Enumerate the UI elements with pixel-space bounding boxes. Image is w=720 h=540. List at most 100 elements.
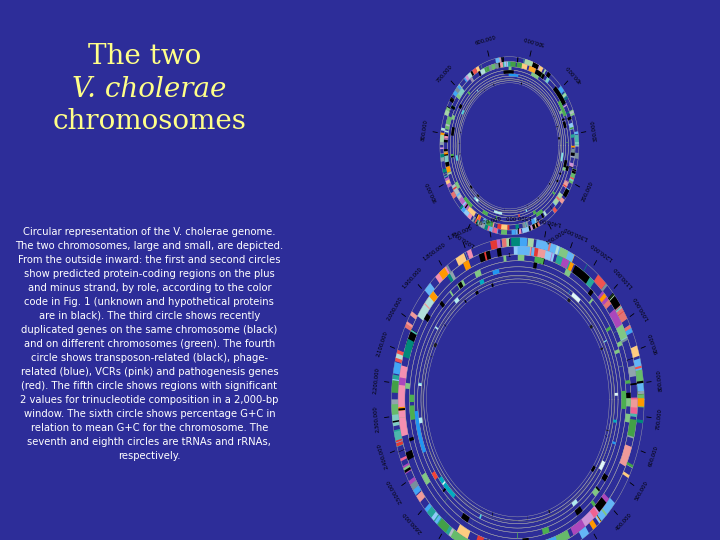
Polygon shape [637, 391, 644, 394]
Polygon shape [415, 411, 426, 453]
Polygon shape [494, 239, 501, 249]
Polygon shape [445, 130, 449, 133]
Text: 300,000: 300,000 [590, 119, 598, 141]
Polygon shape [442, 168, 447, 173]
Polygon shape [456, 155, 459, 161]
Polygon shape [499, 57, 500, 63]
Polygon shape [478, 71, 481, 76]
Polygon shape [613, 330, 617, 334]
Polygon shape [521, 83, 522, 85]
Polygon shape [440, 147, 444, 149]
Polygon shape [469, 71, 474, 77]
Polygon shape [440, 153, 445, 162]
Polygon shape [440, 134, 444, 143]
Polygon shape [518, 246, 530, 255]
Polygon shape [636, 419, 643, 423]
Polygon shape [396, 440, 402, 443]
Polygon shape [475, 66, 480, 72]
Polygon shape [534, 63, 540, 70]
Polygon shape [524, 59, 533, 66]
Text: are in black). The third circle shows recently: are in black). The third circle shows re… [39, 311, 260, 321]
Polygon shape [492, 227, 494, 232]
Polygon shape [588, 289, 593, 296]
Polygon shape [490, 221, 491, 226]
Polygon shape [636, 381, 644, 394]
Polygon shape [575, 153, 579, 159]
Text: 1,200,000: 1,200,000 [589, 242, 614, 262]
Text: Circular representation of the V. cholerae genome.: Circular representation of the V. choler… [23, 227, 276, 237]
Polygon shape [569, 123, 574, 130]
Polygon shape [631, 397, 637, 414]
Text: code in Fig. 1 (unknown and hypothetical proteins: code in Fig. 1 (unknown and hypothetical… [24, 297, 274, 307]
Polygon shape [603, 340, 607, 343]
Polygon shape [518, 255, 524, 261]
Polygon shape [477, 220, 485, 229]
Polygon shape [494, 63, 500, 69]
Polygon shape [608, 293, 621, 310]
Polygon shape [525, 222, 528, 227]
Polygon shape [477, 194, 480, 198]
Polygon shape [569, 165, 573, 168]
Polygon shape [469, 68, 477, 77]
Polygon shape [559, 247, 568, 259]
Polygon shape [497, 228, 498, 234]
Text: 2,000,000: 2,000,000 [386, 295, 403, 321]
Polygon shape [474, 219, 477, 224]
Polygon shape [590, 507, 598, 518]
Polygon shape [627, 430, 635, 438]
Polygon shape [448, 172, 451, 175]
Polygon shape [569, 168, 577, 184]
Text: 1,000,000: 1,000,000 [451, 228, 476, 247]
Polygon shape [518, 214, 520, 217]
Text: 1,300,000: 1,300,000 [562, 225, 589, 241]
Polygon shape [594, 274, 606, 289]
Polygon shape [503, 70, 514, 74]
Polygon shape [407, 321, 413, 326]
Polygon shape [508, 74, 518, 77]
Polygon shape [465, 75, 469, 81]
Polygon shape [445, 116, 451, 130]
Polygon shape [567, 116, 572, 120]
Polygon shape [455, 181, 460, 189]
Polygon shape [562, 92, 567, 99]
Polygon shape [467, 249, 474, 259]
Text: circle shows transposon-related (black), phage-: circle shows transposon-related (black),… [31, 353, 268, 363]
Polygon shape [525, 59, 540, 70]
Text: The two: The two [89, 43, 210, 70]
Polygon shape [453, 186, 457, 190]
Polygon shape [526, 247, 546, 259]
Polygon shape [503, 62, 510, 67]
Polygon shape [615, 321, 628, 343]
Polygon shape [618, 366, 623, 367]
Polygon shape [432, 471, 438, 480]
Polygon shape [543, 211, 547, 217]
Polygon shape [475, 291, 479, 295]
Polygon shape [579, 526, 589, 539]
Text: relation to mean G+C for the chromosome. The: relation to mean G+C for the chromosome.… [31, 423, 268, 434]
Polygon shape [456, 524, 470, 539]
Polygon shape [474, 269, 482, 278]
Polygon shape [392, 379, 399, 384]
Polygon shape [625, 414, 630, 423]
Polygon shape [590, 500, 596, 507]
Polygon shape [570, 134, 575, 138]
Polygon shape [405, 450, 414, 460]
Polygon shape [446, 179, 449, 181]
Polygon shape [531, 247, 535, 256]
Polygon shape [552, 207, 557, 213]
Polygon shape [557, 126, 558, 127]
Polygon shape [567, 102, 570, 104]
Polygon shape [459, 153, 461, 154]
Polygon shape [565, 166, 569, 171]
Text: and on different chromosomes (green). The fourth: and on different chromosomes (green). Th… [24, 339, 275, 349]
Text: 1,700,000: 1,700,000 [446, 225, 473, 241]
Polygon shape [477, 90, 479, 92]
Polygon shape [530, 225, 534, 231]
Polygon shape [555, 246, 575, 262]
Polygon shape [440, 154, 444, 158]
Polygon shape [464, 71, 474, 82]
Polygon shape [392, 404, 399, 422]
Polygon shape [536, 209, 543, 217]
Polygon shape [398, 377, 408, 436]
Polygon shape [479, 251, 491, 262]
